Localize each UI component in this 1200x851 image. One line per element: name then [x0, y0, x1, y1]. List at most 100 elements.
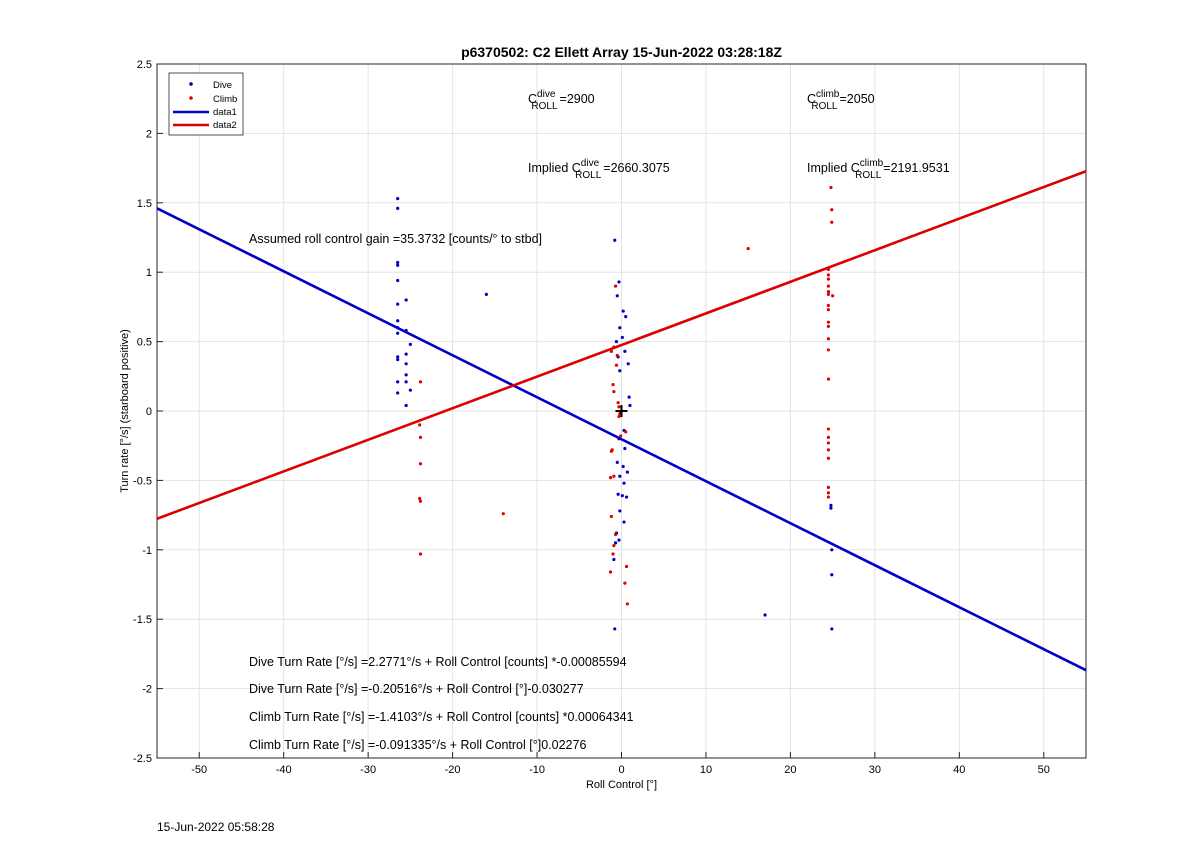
climb-point — [826, 485, 831, 489]
climb-point — [418, 499, 423, 503]
x-tick-label: -10 — [529, 764, 545, 776]
dive-point — [404, 328, 408, 333]
dive-point — [620, 494, 624, 498]
climb-point — [608, 476, 613, 480]
climb-point — [826, 267, 831, 272]
y-tick-label: -1 — [142, 545, 152, 557]
equation-climb-counts: Climb Turn Rate [°/s] =-1.4103°/s + Roll… — [249, 710, 634, 724]
dive-point — [396, 331, 400, 335]
climb-point — [613, 532, 618, 537]
legend-climb-marker — [189, 96, 193, 100]
climb-point — [612, 345, 616, 349]
x-tick-label: 40 — [953, 764, 965, 776]
equation-dive-degrees: Dive Turn Rate [°/s] =-0.20516°/s + Roll… — [249, 682, 584, 696]
dive-point — [830, 573, 834, 577]
c-dive-annotation: Cdive ROLL=2900 — [528, 89, 595, 112]
fit-line-data1 — [156, 207, 1087, 672]
dive-point — [624, 315, 628, 319]
climb-point — [617, 414, 621, 419]
dive-point — [396, 302, 400, 306]
dive-point — [396, 260, 400, 265]
x-tick-label: -30 — [360, 764, 376, 776]
dive-point — [627, 395, 631, 399]
dive-point — [396, 206, 400, 210]
climb-point — [418, 380, 423, 384]
climb-point — [611, 383, 615, 387]
x-tick-label: -40 — [276, 764, 292, 776]
c-climb-annotation: Cclimb ROLL=2050 — [807, 89, 875, 112]
climb-point — [418, 552, 423, 556]
dive-point — [613, 627, 617, 631]
climb-point — [826, 284, 831, 288]
climb-point — [826, 377, 831, 381]
y-tick-label: 2.5 — [137, 59, 152, 71]
dive-point — [613, 238, 617, 242]
dive-point — [623, 349, 627, 353]
y-axis-label: Turn rate [°/s] (starboard positive) — [119, 329, 131, 493]
climb-point — [826, 456, 831, 460]
dive-point — [404, 362, 408, 366]
y-tick-label: -2 — [142, 684, 152, 696]
climb-point — [615, 353, 619, 358]
climb-point — [623, 581, 627, 585]
dive-point — [616, 492, 620, 496]
climb-point — [826, 435, 831, 439]
x-tick-label: 20 — [784, 764, 796, 776]
climb-point — [826, 277, 831, 281]
climb-point — [608, 570, 613, 574]
dive-point — [408, 388, 412, 392]
equation-climb-degrees: Climb Turn Rate [°/s] =-0.091335°/s + Ro… — [249, 738, 586, 752]
dive-point — [625, 470, 630, 474]
climb-point — [418, 462, 423, 466]
climb-point — [418, 496, 422, 501]
fit-line-data2 — [156, 170, 1087, 520]
climb-point — [612, 544, 616, 548]
x-tick-label: 0 — [618, 764, 624, 776]
dive-point — [615, 294, 619, 298]
dive-point — [621, 309, 625, 313]
y-tick-label: 0 — [146, 406, 152, 418]
dive-point — [623, 446, 627, 451]
climb-point — [826, 290, 831, 294]
dive-point — [763, 613, 767, 617]
chart-title: p6370502: C2 Ellett Array 15-Jun-2022 03… — [461, 44, 782, 60]
dive-point — [396, 278, 400, 283]
climb-point — [826, 273, 831, 277]
dive-point — [396, 197, 400, 201]
dive-point — [830, 548, 834, 552]
climb-point — [829, 185, 833, 190]
dive-point — [617, 437, 621, 441]
climb-point — [826, 491, 831, 495]
climb-point — [612, 474, 616, 478]
legend-dive-marker — [189, 82, 193, 86]
x-tick-label: -20 — [445, 764, 461, 776]
x-tick-label: 30 — [869, 764, 881, 776]
dive-point — [484, 292, 488, 297]
dive-point — [396, 319, 400, 323]
dive-point — [621, 464, 625, 469]
y-tick-label: -2.5 — [133, 753, 152, 765]
dive-point — [396, 380, 400, 384]
climb-point — [826, 348, 831, 352]
dive-point — [396, 263, 400, 267]
dive-point — [404, 403, 408, 408]
dive-point — [829, 503, 833, 507]
y-tick-label: 0.5 — [137, 337, 152, 349]
climb-point — [624, 430, 628, 434]
climb-point — [609, 514, 613, 519]
climb-point — [826, 303, 831, 308]
dive-point — [404, 298, 408, 302]
dive-point — [396, 358, 400, 362]
climb-point — [617, 405, 621, 409]
climb-point — [826, 324, 831, 328]
climb-point — [624, 564, 629, 569]
x-tick-label: -50 — [191, 764, 207, 776]
print-timestamp: 15-Jun-2022 05:58:28 — [157, 820, 275, 834]
dive-point — [618, 474, 622, 478]
implied-climb-annotation: Implied Cclimb ROLL=2191.9531 — [807, 158, 950, 181]
climb-point — [501, 512, 505, 516]
climb-point — [609, 449, 613, 453]
dive-point — [408, 342, 412, 346]
x-axis-label: Roll Control [°] — [586, 779, 657, 791]
